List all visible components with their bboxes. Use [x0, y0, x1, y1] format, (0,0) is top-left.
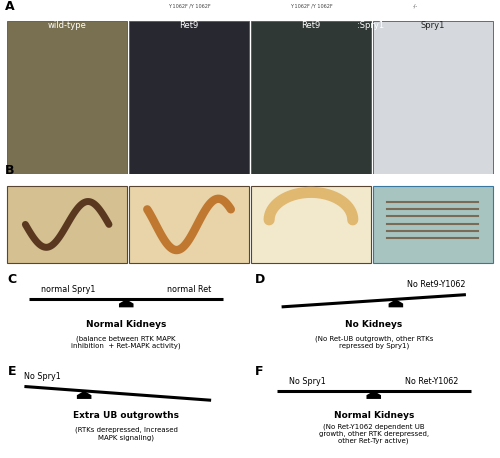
Text: Ret9: Ret9: [302, 21, 320, 30]
FancyBboxPatch shape: [373, 21, 492, 174]
Text: No Ret9-Y1062: No Ret9-Y1062: [408, 280, 466, 289]
Polygon shape: [366, 391, 381, 399]
Text: -/-: -/-: [412, 4, 418, 9]
FancyBboxPatch shape: [251, 186, 370, 263]
Text: C: C: [8, 273, 16, 286]
Polygon shape: [388, 300, 403, 307]
Text: Ret9: Ret9: [180, 21, 199, 30]
Text: (RTKs derepressed, Increased
MAPK signaling): (RTKs derepressed, Increased MAPK signal…: [75, 427, 178, 441]
Text: (No Ret-Y1062 dependent UB
growth, other RTK derepressed,
other Ret-Tyr active): (No Ret-Y1062 dependent UB growth, other…: [318, 423, 429, 444]
FancyBboxPatch shape: [251, 21, 370, 174]
Polygon shape: [77, 391, 92, 399]
Text: normal Spry1: normal Spry1: [42, 285, 96, 294]
FancyBboxPatch shape: [8, 21, 127, 174]
FancyBboxPatch shape: [130, 21, 249, 174]
Text: Y 1062F /Y 1062F: Y 1062F /Y 1062F: [168, 4, 210, 9]
Text: (No Ret-UB outgrowth, other RTKs
repressed by Spry1): (No Ret-UB outgrowth, other RTKs repress…: [314, 335, 433, 349]
Text: (balance between RTK MAPK
inhibition  + Ret-MAPK activity): (balance between RTK MAPK inhibition + R…: [72, 335, 181, 349]
Text: Extra UB outgrowths: Extra UB outgrowths: [73, 411, 179, 420]
FancyBboxPatch shape: [130, 186, 249, 263]
Text: No Spry1: No Spry1: [289, 376, 326, 386]
Polygon shape: [119, 300, 134, 307]
Text: :Spry1: :Spry1: [357, 21, 384, 30]
Text: B: B: [5, 164, 15, 177]
Text: F: F: [255, 365, 264, 378]
Text: No Spry1: No Spry1: [24, 372, 61, 381]
Text: Normal Kidneys: Normal Kidneys: [334, 411, 414, 420]
Text: A: A: [5, 0, 15, 13]
Text: D: D: [255, 273, 265, 286]
Text: E: E: [8, 365, 16, 378]
Text: No Ret-Y1062: No Ret-Y1062: [405, 376, 458, 386]
Text: Spry1: Spry1: [420, 21, 445, 30]
FancyBboxPatch shape: [373, 186, 492, 263]
Text: normal Ret: normal Ret: [167, 285, 211, 294]
FancyBboxPatch shape: [8, 186, 127, 263]
Text: Y 1062F /Y 1062F: Y 1062F /Y 1062F: [290, 4, 333, 9]
Text: No Kidneys: No Kidneys: [345, 320, 403, 329]
Text: Normal Kidneys: Normal Kidneys: [86, 320, 166, 329]
Text: wild-type: wild-type: [48, 21, 86, 30]
